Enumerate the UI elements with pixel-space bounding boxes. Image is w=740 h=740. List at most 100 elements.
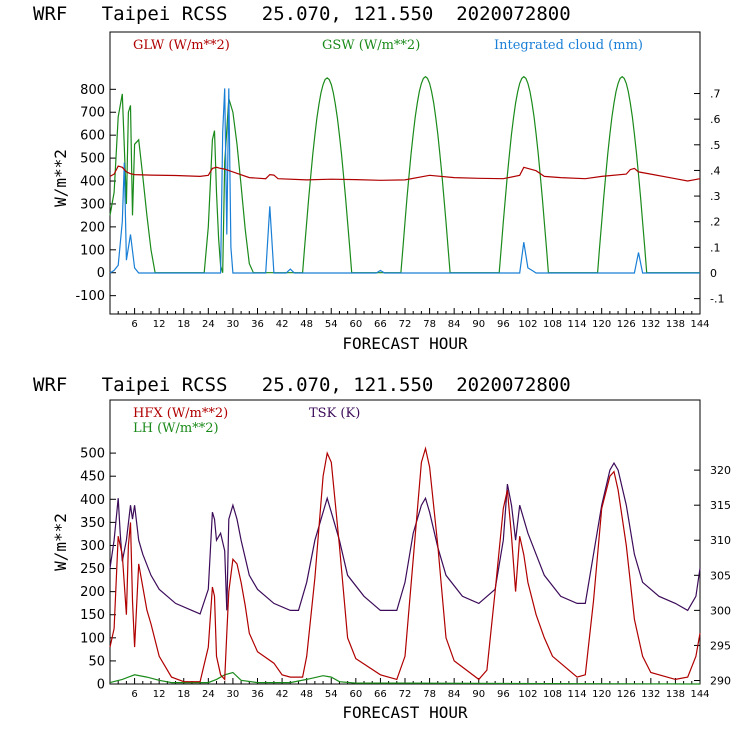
x-tick-label: 72 bbox=[399, 319, 412, 330]
x-tick-label: 78 bbox=[423, 689, 436, 700]
legend-lh: LH (W/m**2) bbox=[133, 421, 219, 436]
x-tick-label: 90 bbox=[472, 319, 485, 330]
y2-tick-label: 0 bbox=[710, 267, 717, 280]
x-tick-label: 132 bbox=[641, 689, 660, 700]
y2-tick-label: .2 bbox=[710, 216, 721, 229]
y2-tick-label: 295 bbox=[710, 639, 731, 652]
x-tick-label: 138 bbox=[666, 689, 685, 700]
y2-tick-label: 320 bbox=[710, 464, 731, 477]
y2-tick-label: 305 bbox=[710, 569, 731, 582]
bottom-y-axis-label: W/m**2 bbox=[51, 513, 70, 571]
top-y-ticks: 800 700 600 500 400 300 200 100 0 -100 bbox=[75, 83, 116, 304]
x-tick-label: 108 bbox=[543, 689, 562, 700]
x-tick-label: 126 bbox=[617, 689, 636, 700]
x-tick-label: 144 bbox=[690, 689, 709, 700]
legend-tsk: TSK (K) bbox=[309, 406, 360, 421]
bottom-y2-ticks: 320 315 310 305 300 295 290 bbox=[694, 464, 731, 687]
x-tick-label: 138 bbox=[666, 319, 685, 330]
legend-hfx: HFX (W/m**2) bbox=[133, 406, 228, 421]
x-tick-label: 132 bbox=[641, 319, 660, 330]
y-tick-label: 100 bbox=[80, 243, 105, 258]
y2-tick-label: 300 bbox=[710, 604, 731, 617]
y2-tick-label: .3 bbox=[710, 190, 721, 203]
x-tick-label: 48 bbox=[300, 319, 313, 330]
x-tick-label: 60 bbox=[349, 319, 362, 330]
y-tick-label: 350 bbox=[80, 516, 105, 531]
x-tick-label: 30 bbox=[227, 689, 240, 700]
y-tick-label: 450 bbox=[80, 470, 105, 485]
y-tick-label: 200 bbox=[80, 220, 105, 235]
x-tick-label: 78 bbox=[423, 319, 436, 330]
x-tick-label: 72 bbox=[399, 689, 412, 700]
x-tick-label: 24 bbox=[202, 689, 215, 700]
series-lh-line bbox=[109, 671, 701, 685]
y2-tick-label: .5 bbox=[710, 139, 721, 152]
x-tick-label: 120 bbox=[592, 319, 611, 330]
top-panel-title: WRF Taipei RCSS 25.070, 121.550 20200728… bbox=[33, 3, 571, 25]
x-tick-label: 66 bbox=[374, 319, 387, 330]
x-tick-label: 42 bbox=[276, 319, 289, 330]
top-x-axis-label: FORECAST HOUR bbox=[342, 334, 468, 353]
x-tick-label: 126 bbox=[617, 319, 636, 330]
x-tick-label: 108 bbox=[543, 319, 562, 330]
legend-glw: GLW (W/m**2) bbox=[133, 38, 230, 53]
x-tick-label: 12 bbox=[153, 319, 166, 330]
series-gsw-line bbox=[109, 75, 700, 274]
y-tick-label: 600 bbox=[80, 129, 105, 144]
bottom-panel-title: WRF Taipei RCSS 25.070, 121.550 20200728… bbox=[33, 374, 571, 396]
y2-tick-label: .1 bbox=[710, 241, 721, 254]
y-tick-label: 0 bbox=[97, 266, 105, 281]
y2-tick-label: .7 bbox=[710, 88, 721, 101]
y-tick-label: 400 bbox=[80, 493, 105, 508]
x-tick-label: 84 bbox=[448, 689, 461, 700]
x-tick-label: 6 bbox=[131, 689, 137, 700]
x-tick-label: 42 bbox=[276, 689, 289, 700]
x-tick-label: 30 bbox=[227, 319, 240, 330]
bottom-x-axis-label: FORECAST HOUR bbox=[342, 703, 468, 722]
y-tick-label: -100 bbox=[75, 289, 105, 304]
x-tick-label: 6 bbox=[131, 319, 137, 330]
y-tick-label: 150 bbox=[80, 608, 105, 623]
y-tick-label: 500 bbox=[80, 152, 105, 167]
y-tick-label: 50 bbox=[88, 654, 105, 669]
x-tick-label: 24 bbox=[202, 319, 215, 330]
y-tick-label: 250 bbox=[80, 562, 105, 577]
y2-tick-label: 310 bbox=[710, 534, 731, 547]
series-integrated-cloud-line bbox=[109, 88, 700, 274]
y2-tick-label: 290 bbox=[710, 674, 731, 687]
y2-tick-label: 315 bbox=[710, 499, 731, 512]
y2-tick-label: -.1 bbox=[710, 293, 724, 306]
y2-tick-label: .4 bbox=[710, 164, 721, 177]
x-tick-label: 102 bbox=[518, 689, 537, 700]
y-tick-label: 300 bbox=[80, 539, 105, 554]
x-tick-label: 90 bbox=[472, 689, 485, 700]
legend-gsw: GSW (W/m**2) bbox=[322, 38, 420, 53]
top-y2-ticks: .7 .6 .5 .4 .3 .2 .1 0 -.1 bbox=[694, 88, 724, 306]
x-tick-label: 96 bbox=[497, 319, 510, 330]
x-tick-label: 102 bbox=[518, 319, 537, 330]
y-tick-label: 700 bbox=[80, 106, 105, 121]
y-tick-label: 800 bbox=[80, 83, 105, 98]
x-tick-label: 12 bbox=[153, 689, 166, 700]
x-tick-label: 60 bbox=[349, 689, 362, 700]
bottom-plot-frame bbox=[109, 399, 701, 685]
series-hfx-line bbox=[109, 446, 701, 683]
series-tsk-line bbox=[109, 461, 701, 615]
y-tick-label: 500 bbox=[80, 447, 105, 462]
x-tick-label: 96 bbox=[497, 689, 510, 700]
y-tick-label: 300 bbox=[80, 197, 105, 212]
x-tick-label: 114 bbox=[568, 319, 587, 330]
x-tick-label: 36 bbox=[251, 689, 264, 700]
top-panel: WRF Taipei RCSS 25.070, 121.550 20200728… bbox=[33, 3, 724, 353]
x-tick-label: 84 bbox=[448, 319, 461, 330]
x-tick-label: 48 bbox=[300, 689, 313, 700]
y-tick-label: 100 bbox=[80, 631, 105, 646]
x-tick-label: 18 bbox=[177, 319, 190, 330]
top-plot-frame bbox=[109, 31, 701, 315]
x-tick-label: 54 bbox=[325, 689, 338, 700]
x-tick-label: 66 bbox=[374, 689, 387, 700]
y2-tick-label: .6 bbox=[710, 113, 721, 126]
